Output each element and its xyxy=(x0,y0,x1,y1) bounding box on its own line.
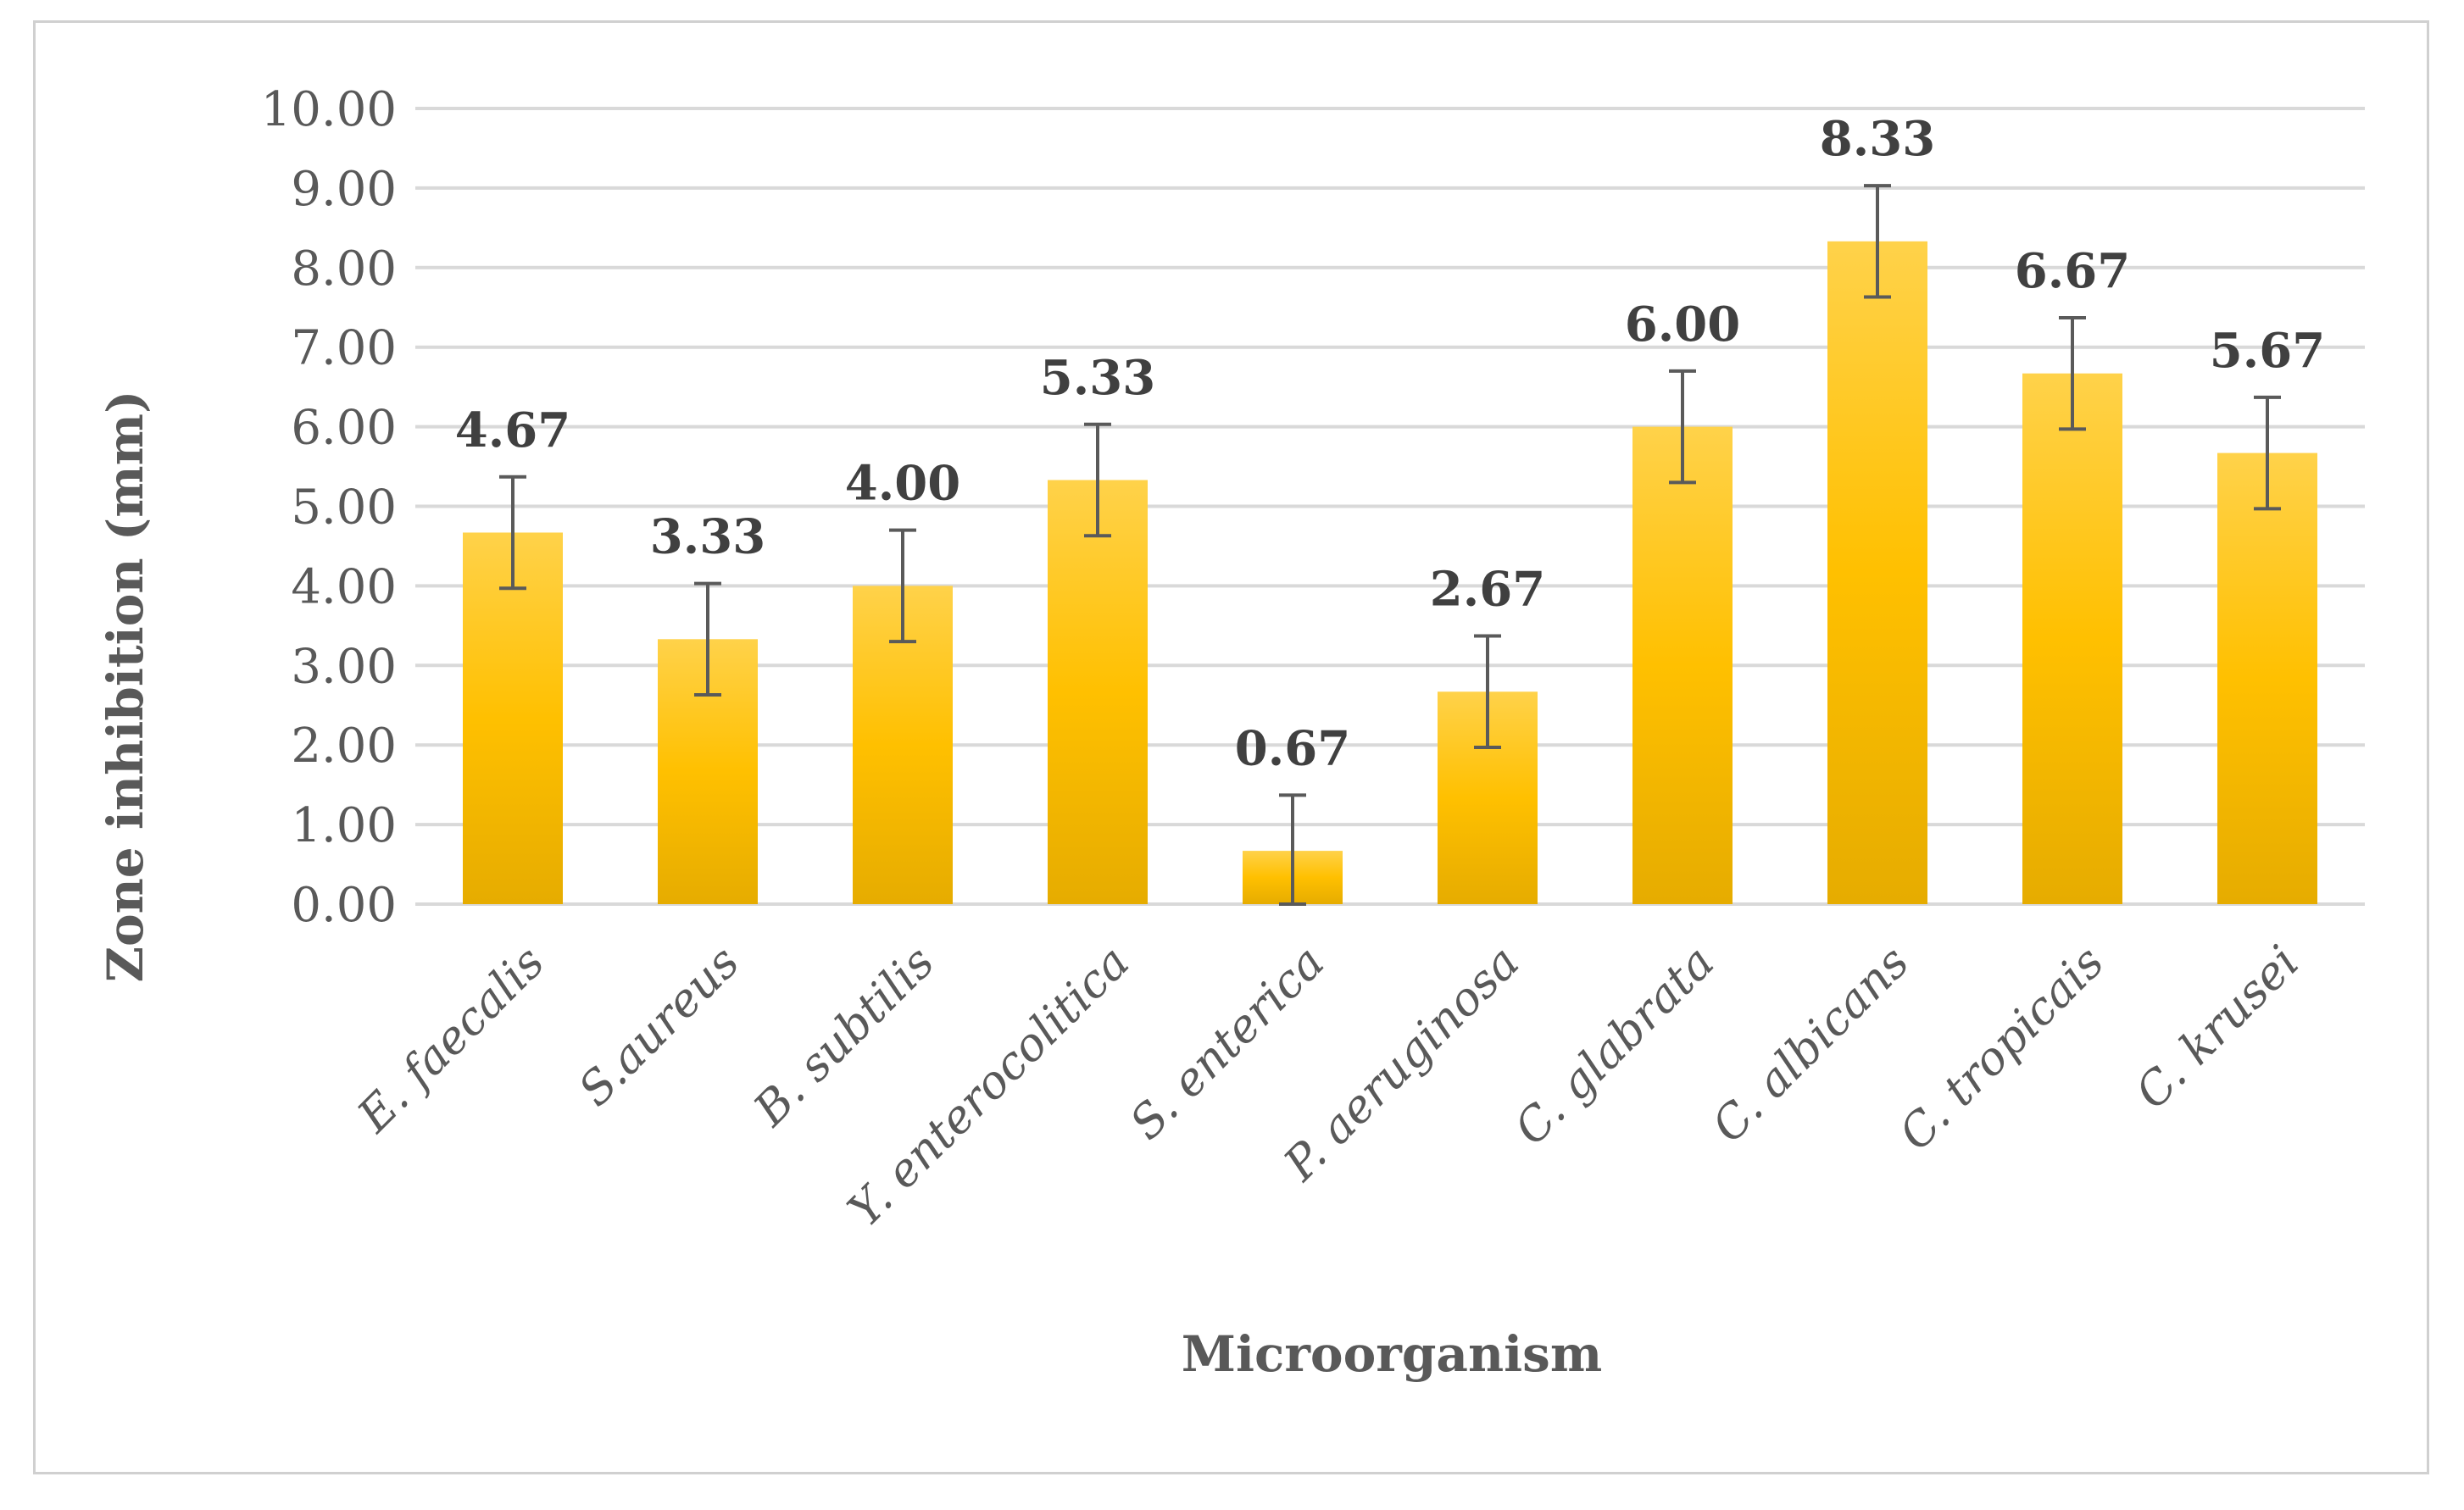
x-tick-label: E. faecalis xyxy=(347,935,554,1143)
data-label: 5.33 xyxy=(1040,350,1155,406)
y-tick-label: 7.00 xyxy=(291,321,397,376)
x-tick-label: S.aureus xyxy=(568,935,749,1117)
bar xyxy=(2217,452,2317,904)
bar xyxy=(1048,480,1148,904)
data-label: 0.67 xyxy=(1235,720,1350,776)
y-tick-label: 5.00 xyxy=(291,480,397,536)
data-label: 8.33 xyxy=(1820,111,1935,167)
data-label: 6.67 xyxy=(2015,243,2130,299)
data-label: 4.00 xyxy=(845,456,960,512)
y-tick-label: 10.00 xyxy=(261,82,397,137)
x-axis-title: Microorganism xyxy=(1182,1325,1602,1383)
x-tick-label: C. glabrata xyxy=(1505,935,1725,1156)
y-tick-label: 2.00 xyxy=(291,719,397,774)
bar xyxy=(1827,241,1927,904)
x-tick-label: C. albicans xyxy=(1702,935,1920,1153)
x-tick-label: B. subtilis xyxy=(743,935,944,1137)
data-label: 5.67 xyxy=(2210,323,2325,379)
data-label: 2.67 xyxy=(1430,562,1545,618)
data-label: 6.00 xyxy=(1625,297,1740,353)
bar xyxy=(2022,373,2122,904)
data-label: 4.67 xyxy=(455,402,570,458)
data-label: 3.33 xyxy=(650,509,765,565)
y-tick-label: 8.00 xyxy=(291,241,397,297)
y-tick-label: 3.00 xyxy=(291,639,397,694)
y-tick-label: 0.00 xyxy=(291,878,397,933)
y-axis-title: Zone inhibition (mm) xyxy=(97,391,154,983)
bar xyxy=(463,532,563,904)
y-tick-label: 4.00 xyxy=(291,559,397,614)
y-tick-label: 6.00 xyxy=(291,401,397,456)
x-tick-label: S. enterica xyxy=(1120,935,1334,1150)
y-tick-label: 9.00 xyxy=(291,162,397,217)
x-tick-label: C. tropicais xyxy=(1888,935,2114,1161)
x-tick-label: C. krusei xyxy=(2125,935,2309,1119)
y-tick-label: 1.00 xyxy=(291,798,397,853)
bar xyxy=(1632,426,1733,905)
